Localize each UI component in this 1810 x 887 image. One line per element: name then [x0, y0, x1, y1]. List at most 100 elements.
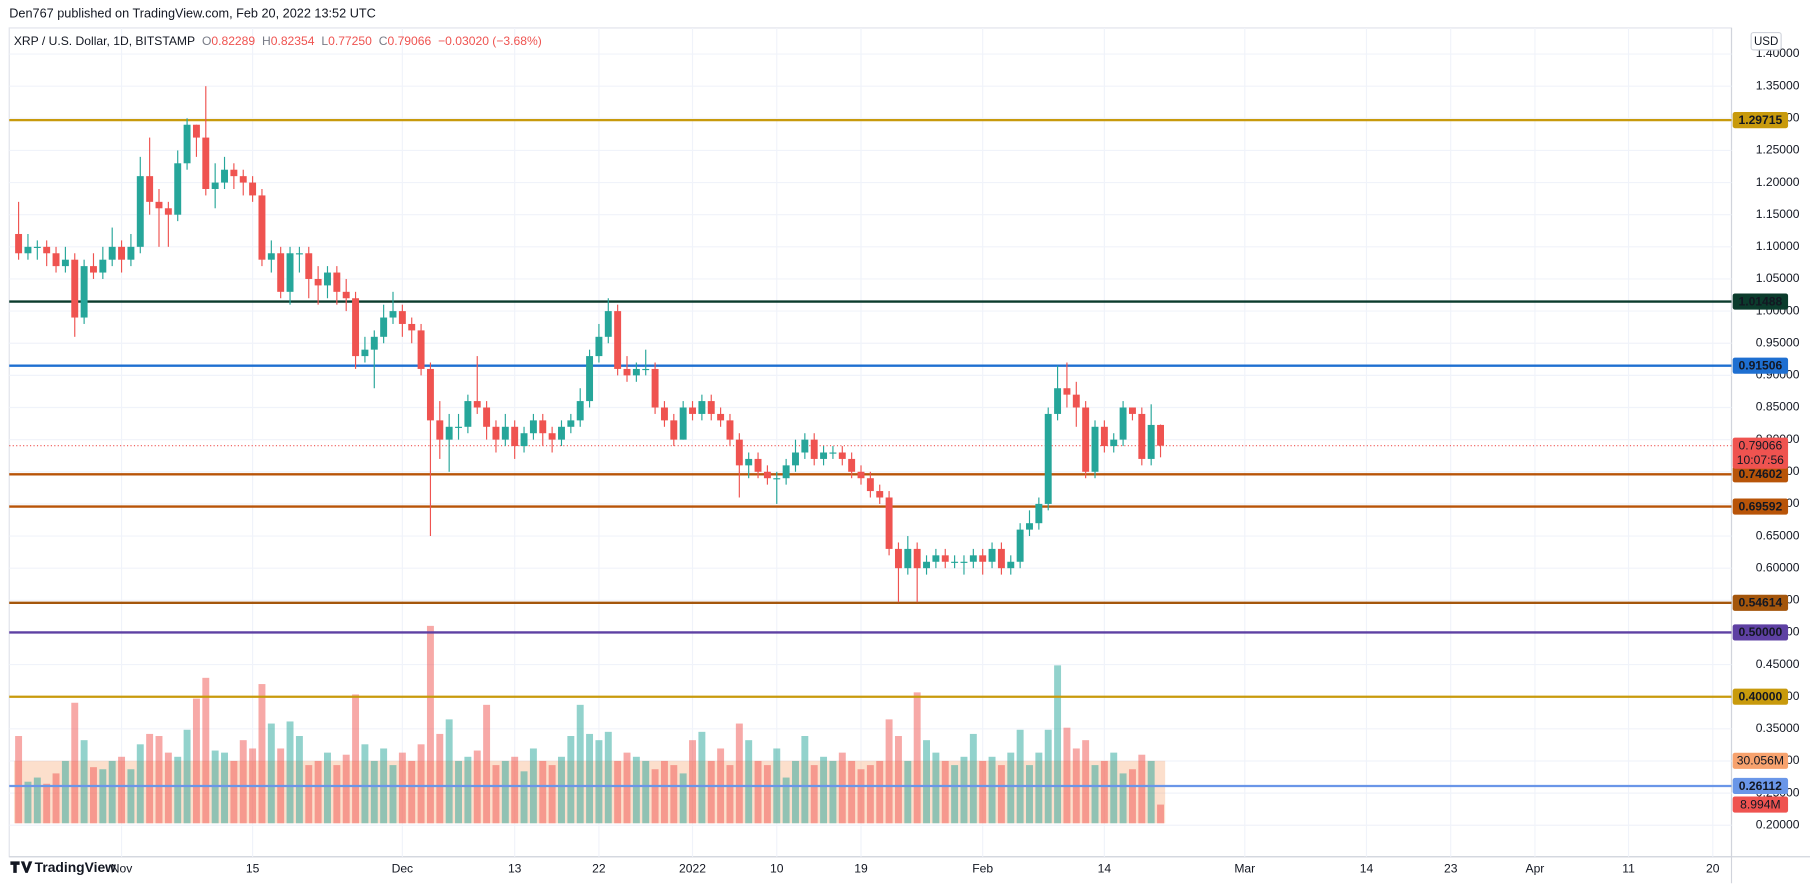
volume-bar — [1091, 765, 1099, 824]
candle-body — [876, 491, 884, 498]
y-tick-label: 1.25000 — [1756, 143, 1800, 157]
candle-body — [483, 407, 491, 427]
last-price-tag — [1732, 437, 1789, 469]
legend-key: O — [202, 34, 211, 48]
currency[interactable]: USD — [1754, 36, 1778, 48]
x-tick-label: 2022 — [679, 862, 706, 876]
volume-bar — [221, 752, 228, 824]
candle-body — [436, 420, 444, 440]
volume-bar — [782, 777, 790, 824]
volume-bar — [857, 769, 865, 824]
logo-mark — [10, 861, 33, 873]
candle-body — [857, 471, 865, 479]
legend-value: 0.82354 — [271, 34, 315, 48]
candle-body — [651, 368, 659, 408]
volume-bar — [810, 765, 818, 824]
volume-bar — [202, 677, 210, 824]
volume-bar — [71, 702, 79, 824]
volume-bar — [314, 760, 322, 824]
candle-body — [305, 253, 313, 279]
volume-bar — [848, 760, 856, 824]
volume-bar — [1110, 752, 1118, 824]
candle-body — [43, 246, 51, 254]
x-tick-label: 15 — [246, 862, 260, 876]
volume-bar — [464, 756, 472, 824]
candle-body — [1016, 529, 1024, 562]
volume-bar — [979, 760, 987, 824]
level-tag-label: 1.29715 — [1738, 113, 1782, 127]
volume-bar — [763, 765, 771, 824]
candle-body — [913, 548, 921, 569]
volume-bar — [1026, 765, 1033, 824]
volume-bar — [539, 760, 547, 824]
x-tick-label: 14 — [1360, 862, 1374, 876]
candle-body — [698, 401, 706, 414]
level-tag-label: 0.54614 — [1738, 596, 1782, 610]
candle-body — [745, 458, 753, 466]
candle-body — [923, 561, 930, 569]
volume-bar — [885, 719, 893, 824]
volume-bar — [698, 731, 706, 824]
symbol-legend: XRP / U.S. Dollar, 1D, BITSTAMP O0.82289… — [14, 34, 542, 48]
candle-body — [342, 291, 350, 299]
volume-bar — [305, 765, 313, 824]
candle-body — [614, 311, 622, 369]
candle-body — [679, 407, 687, 440]
level-tag — [1732, 112, 1789, 129]
x-tick-label: Mar — [1234, 862, 1255, 876]
volume-last-label: 8.994M — [1740, 797, 1780, 811]
y-tick-label: 1.15000 — [1756, 207, 1800, 221]
volume-bar — [108, 760, 116, 824]
y-tick-label: 0.20000 — [1756, 817, 1800, 831]
volume-bar — [558, 756, 565, 824]
volume-bar — [923, 740, 930, 824]
volume-bar — [90, 767, 97, 824]
volume-bar — [43, 783, 51, 824]
candle-body — [810, 439, 818, 459]
volume-bar — [679, 773, 687, 824]
x-tick-label: Feb — [972, 862, 993, 876]
y-tick-label: 1.05000 — [1756, 271, 1800, 285]
y-tick-label: 0.95000 — [1756, 335, 1800, 349]
volume-bar — [726, 765, 734, 824]
candle-body — [71, 259, 79, 318]
volume-bar — [501, 760, 509, 824]
volume-bar — [258, 684, 266, 824]
candle-body — [866, 478, 874, 492]
volume-bar — [1147, 760, 1155, 824]
volume-bar — [548, 765, 556, 824]
candle-body — [249, 182, 257, 196]
volume-bar — [660, 760, 668, 824]
candle-body — [352, 298, 360, 357]
volume-last-tag — [1732, 796, 1789, 813]
published-note: Den767 published on TradingView.com, Feb… — [9, 6, 376, 20]
volume-bar — [492, 765, 500, 824]
currency-badge[interactable] — [1750, 31, 1782, 51]
candle-body — [997, 548, 1005, 569]
volume-bar — [352, 694, 360, 824]
legend-change: −0.03020 (−3.68%) — [438, 34, 542, 48]
volume-bar — [792, 760, 799, 824]
volume-bar — [913, 692, 921, 824]
candle-body — [1138, 413, 1146, 459]
candle-body — [1147, 424, 1155, 459]
volume-bar — [932, 752, 940, 824]
candle-body — [146, 176, 154, 202]
candle-body — [52, 253, 60, 267]
volume-bar — [576, 704, 584, 824]
candle-body — [473, 401, 481, 408]
volume-ma-tag — [1732, 752, 1789, 769]
candle-body — [558, 426, 565, 440]
volume-bar — [445, 719, 453, 824]
candle-body — [717, 413, 725, 421]
candle-body — [127, 246, 135, 260]
volume-bar — [426, 625, 434, 824]
candle-body — [820, 452, 828, 459]
volume-bar — [342, 754, 350, 824]
volume-bar — [960, 756, 968, 824]
volume-bar — [192, 698, 200, 824]
volume-ma-label: 30.056M — [1737, 754, 1784, 768]
y-tick-label: 0.60000 — [1756, 560, 1800, 574]
x-tick-label: 13 — [508, 862, 522, 876]
